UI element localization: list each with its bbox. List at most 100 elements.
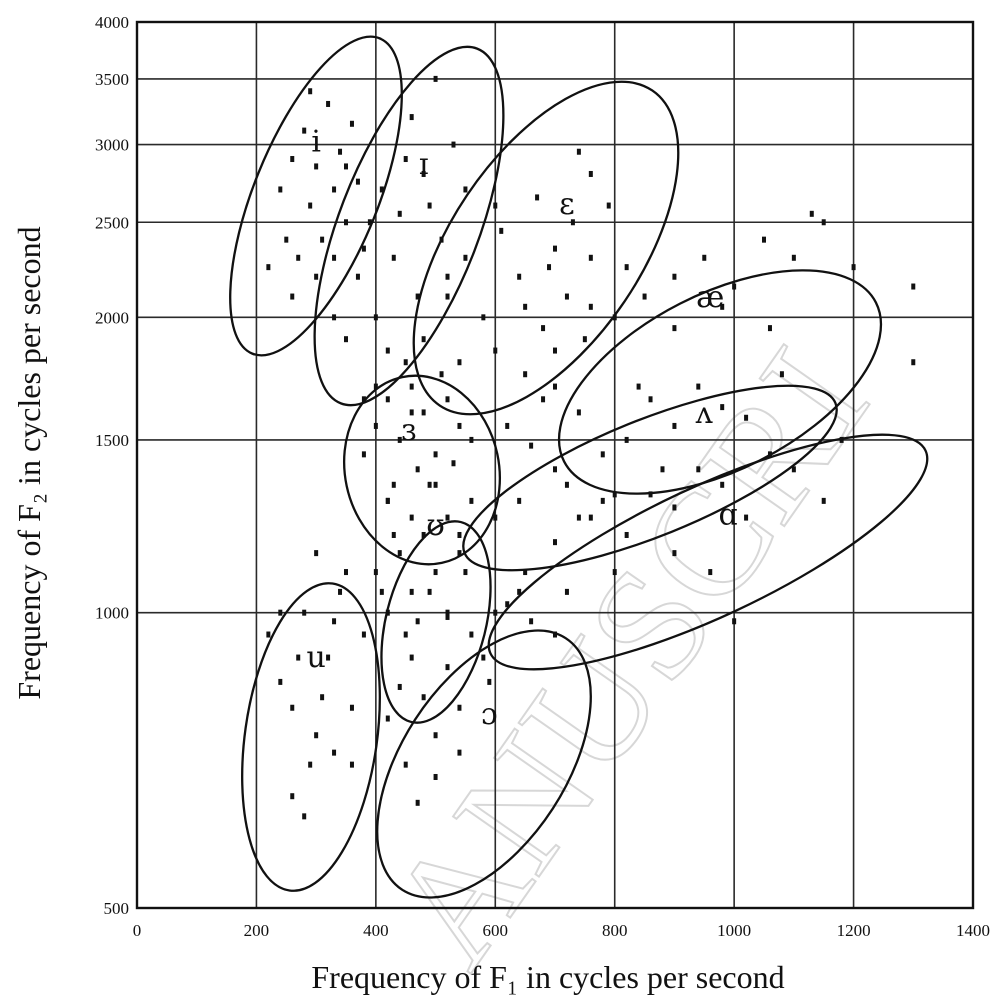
data-point-0-4	[296, 254, 301, 261]
data-point-5-9	[744, 514, 749, 521]
data-point-0-18	[308, 88, 313, 95]
data-point-3-10	[821, 219, 826, 226]
data-point-0-11	[338, 148, 343, 155]
data-point-0-6	[308, 202, 313, 209]
data-point-1-19	[361, 245, 366, 252]
data-point-3-17	[911, 283, 916, 290]
data-point-3-18	[553, 383, 557, 390]
data-point-3-3	[612, 314, 617, 321]
data-point-5-12	[821, 497, 826, 504]
data-point-5-15	[732, 618, 737, 625]
data-point-9-0	[385, 715, 390, 722]
data-point-0-5	[302, 127, 307, 134]
vowel-ellipse-8	[241, 582, 381, 892]
data-point-4-5	[624, 436, 629, 443]
data-point-8-11	[332, 749, 337, 756]
data-point-1-15	[445, 273, 450, 280]
data-point-9-3	[433, 732, 438, 739]
y-tick-label-1000: 1000	[95, 604, 129, 623]
data-point-0-17	[332, 254, 337, 261]
vowel-label-0: i	[311, 125, 321, 160]
data-point-6-15	[427, 481, 432, 488]
data-point-1-3	[367, 219, 372, 226]
data-point-7-4	[421, 531, 426, 538]
data-point-2-6	[535, 194, 540, 201]
data-point-1-6	[403, 156, 408, 163]
data-point-8-9	[290, 793, 295, 800]
data-point-7-16	[427, 588, 432, 595]
data-point-1-1	[344, 336, 348, 343]
data-point-6-6	[433, 451, 438, 458]
data-point-7-3	[409, 588, 414, 595]
data-point-4-12	[517, 497, 522, 504]
data-point-8-18	[332, 618, 337, 625]
data-point-3-4	[642, 293, 647, 300]
y-tick-label-2500: 2500	[95, 213, 129, 232]
data-point-9-16	[445, 613, 450, 620]
data-point-3-12	[672, 325, 677, 332]
data-point-9-1	[403, 761, 408, 768]
data-point-4-2	[553, 466, 557, 473]
data-point-0-15	[314, 273, 319, 280]
data-point-4-17	[541, 396, 546, 403]
data-point-8-17	[278, 609, 283, 616]
data-point-5-1	[553, 539, 557, 546]
data-point-9-12	[415, 799, 420, 806]
x-tick-label-1200: 1200	[837, 921, 871, 940]
data-point-9-9	[505, 601, 510, 608]
data-point-7-8	[469, 497, 474, 504]
data-point-1-0	[332, 314, 337, 321]
data-point-7-12	[391, 531, 396, 538]
vowel-label-6: ɜ	[401, 413, 416, 448]
data-point-2-17	[493, 202, 498, 209]
data-point-7-11	[433, 481, 438, 488]
data-point-1-17	[433, 75, 438, 82]
vowel-label-9: ɔ	[481, 697, 498, 732]
data-point-3-15	[624, 264, 629, 271]
x-tick-label-600: 600	[483, 921, 509, 940]
data-point-7-13	[415, 618, 420, 625]
data-point-7-19	[463, 569, 468, 576]
data-point-9-7	[481, 654, 486, 661]
vowel-label-8: u	[306, 640, 325, 675]
data-point-8-14	[296, 654, 301, 661]
data-point-6-13	[373, 383, 378, 390]
data-point-9-19	[397, 683, 402, 690]
data-point-7-6	[445, 514, 450, 521]
data-point-0-1	[278, 186, 283, 193]
data-point-1-5	[391, 254, 396, 261]
data-point-0-2	[284, 236, 289, 243]
data-point-0-10	[332, 186, 337, 193]
x-tick-label-800: 800	[602, 921, 628, 940]
data-point-1-13	[397, 210, 402, 217]
data-point-6-17	[451, 460, 456, 467]
plot-frame	[135, 20, 975, 910]
data-point-9-2	[421, 694, 426, 701]
data-point-3-7	[732, 283, 737, 290]
vowel-ellipses	[229, 35, 929, 899]
data-point-5-13	[672, 550, 677, 557]
data-point-8-2	[290, 704, 295, 711]
vowel-label-2: ɛ	[559, 187, 575, 222]
data-point-7-7	[457, 550, 462, 557]
data-point-2-16	[457, 359, 462, 366]
data-point-6-7	[445, 396, 450, 403]
data-point-5-8	[720, 481, 725, 488]
data-point-6-0	[361, 451, 366, 458]
data-point-9-4	[445, 664, 450, 671]
grid-lines	[135, 20, 975, 910]
vowel-label-4: ʌ	[695, 396, 713, 431]
data-point-9-17	[517, 588, 522, 595]
data-point-4-19	[636, 383, 641, 390]
vowel-ellipse-5	[487, 433, 929, 671]
data-point-4-6	[648, 396, 653, 403]
vowel-ellipse-0	[229, 35, 403, 357]
data-point-2-10	[606, 202, 611, 209]
x-tick-label-200: 200	[244, 921, 270, 940]
data-point-6-18	[409, 409, 414, 416]
data-point-5-4	[624, 531, 629, 538]
data-point-6-5	[421, 409, 426, 416]
data-point-6-2	[385, 396, 390, 403]
data-point-3-11	[851, 264, 856, 271]
data-point-2-7	[553, 245, 557, 252]
